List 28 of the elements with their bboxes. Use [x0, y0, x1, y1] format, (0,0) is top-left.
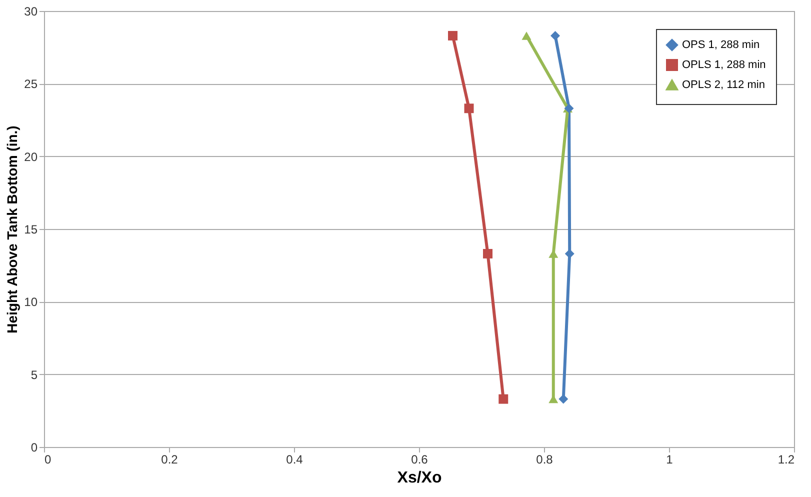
point [498, 394, 508, 404]
y-tick-label: 0 [30, 440, 38, 454]
y-tick-label: 25 [24, 77, 38, 92]
x-tick-label: 1 [666, 452, 674, 466]
y-tick-label: 30 [24, 4, 38, 18]
x-tick-label: 0 [44, 452, 52, 466]
x-tick-label: 0.6 [411, 452, 428, 466]
y-tick-label: 5 [30, 368, 38, 382]
point [550, 30, 560, 40]
y-tick-label: 10 [24, 295, 38, 310]
point [558, 394, 568, 404]
point [448, 30, 458, 40]
y-tick-label: 15 [24, 222, 38, 236]
point [548, 250, 558, 258]
y-axis-title: Height Above Tank Bottom (in.) [4, 126, 20, 334]
legend-label: OPS 1, 288 min [682, 39, 760, 51]
x-tick-label: 0.2 [161, 452, 178, 466]
legend-label: OPLS 1, 288 min [682, 59, 766, 71]
x-tick-label: 0.4 [286, 452, 304, 466]
point [464, 104, 474, 114]
legend-label: OPLS 2, 112 min [682, 79, 765, 91]
point [483, 248, 492, 258]
x-tick-label: 1.2 [778, 452, 795, 466]
x-axis-title: Xs/Xo [397, 470, 442, 486]
point [564, 248, 574, 258]
y-tick-label: 20 [24, 150, 38, 164]
x-tick-label: 0.8 [536, 452, 554, 466]
point [522, 32, 532, 40]
